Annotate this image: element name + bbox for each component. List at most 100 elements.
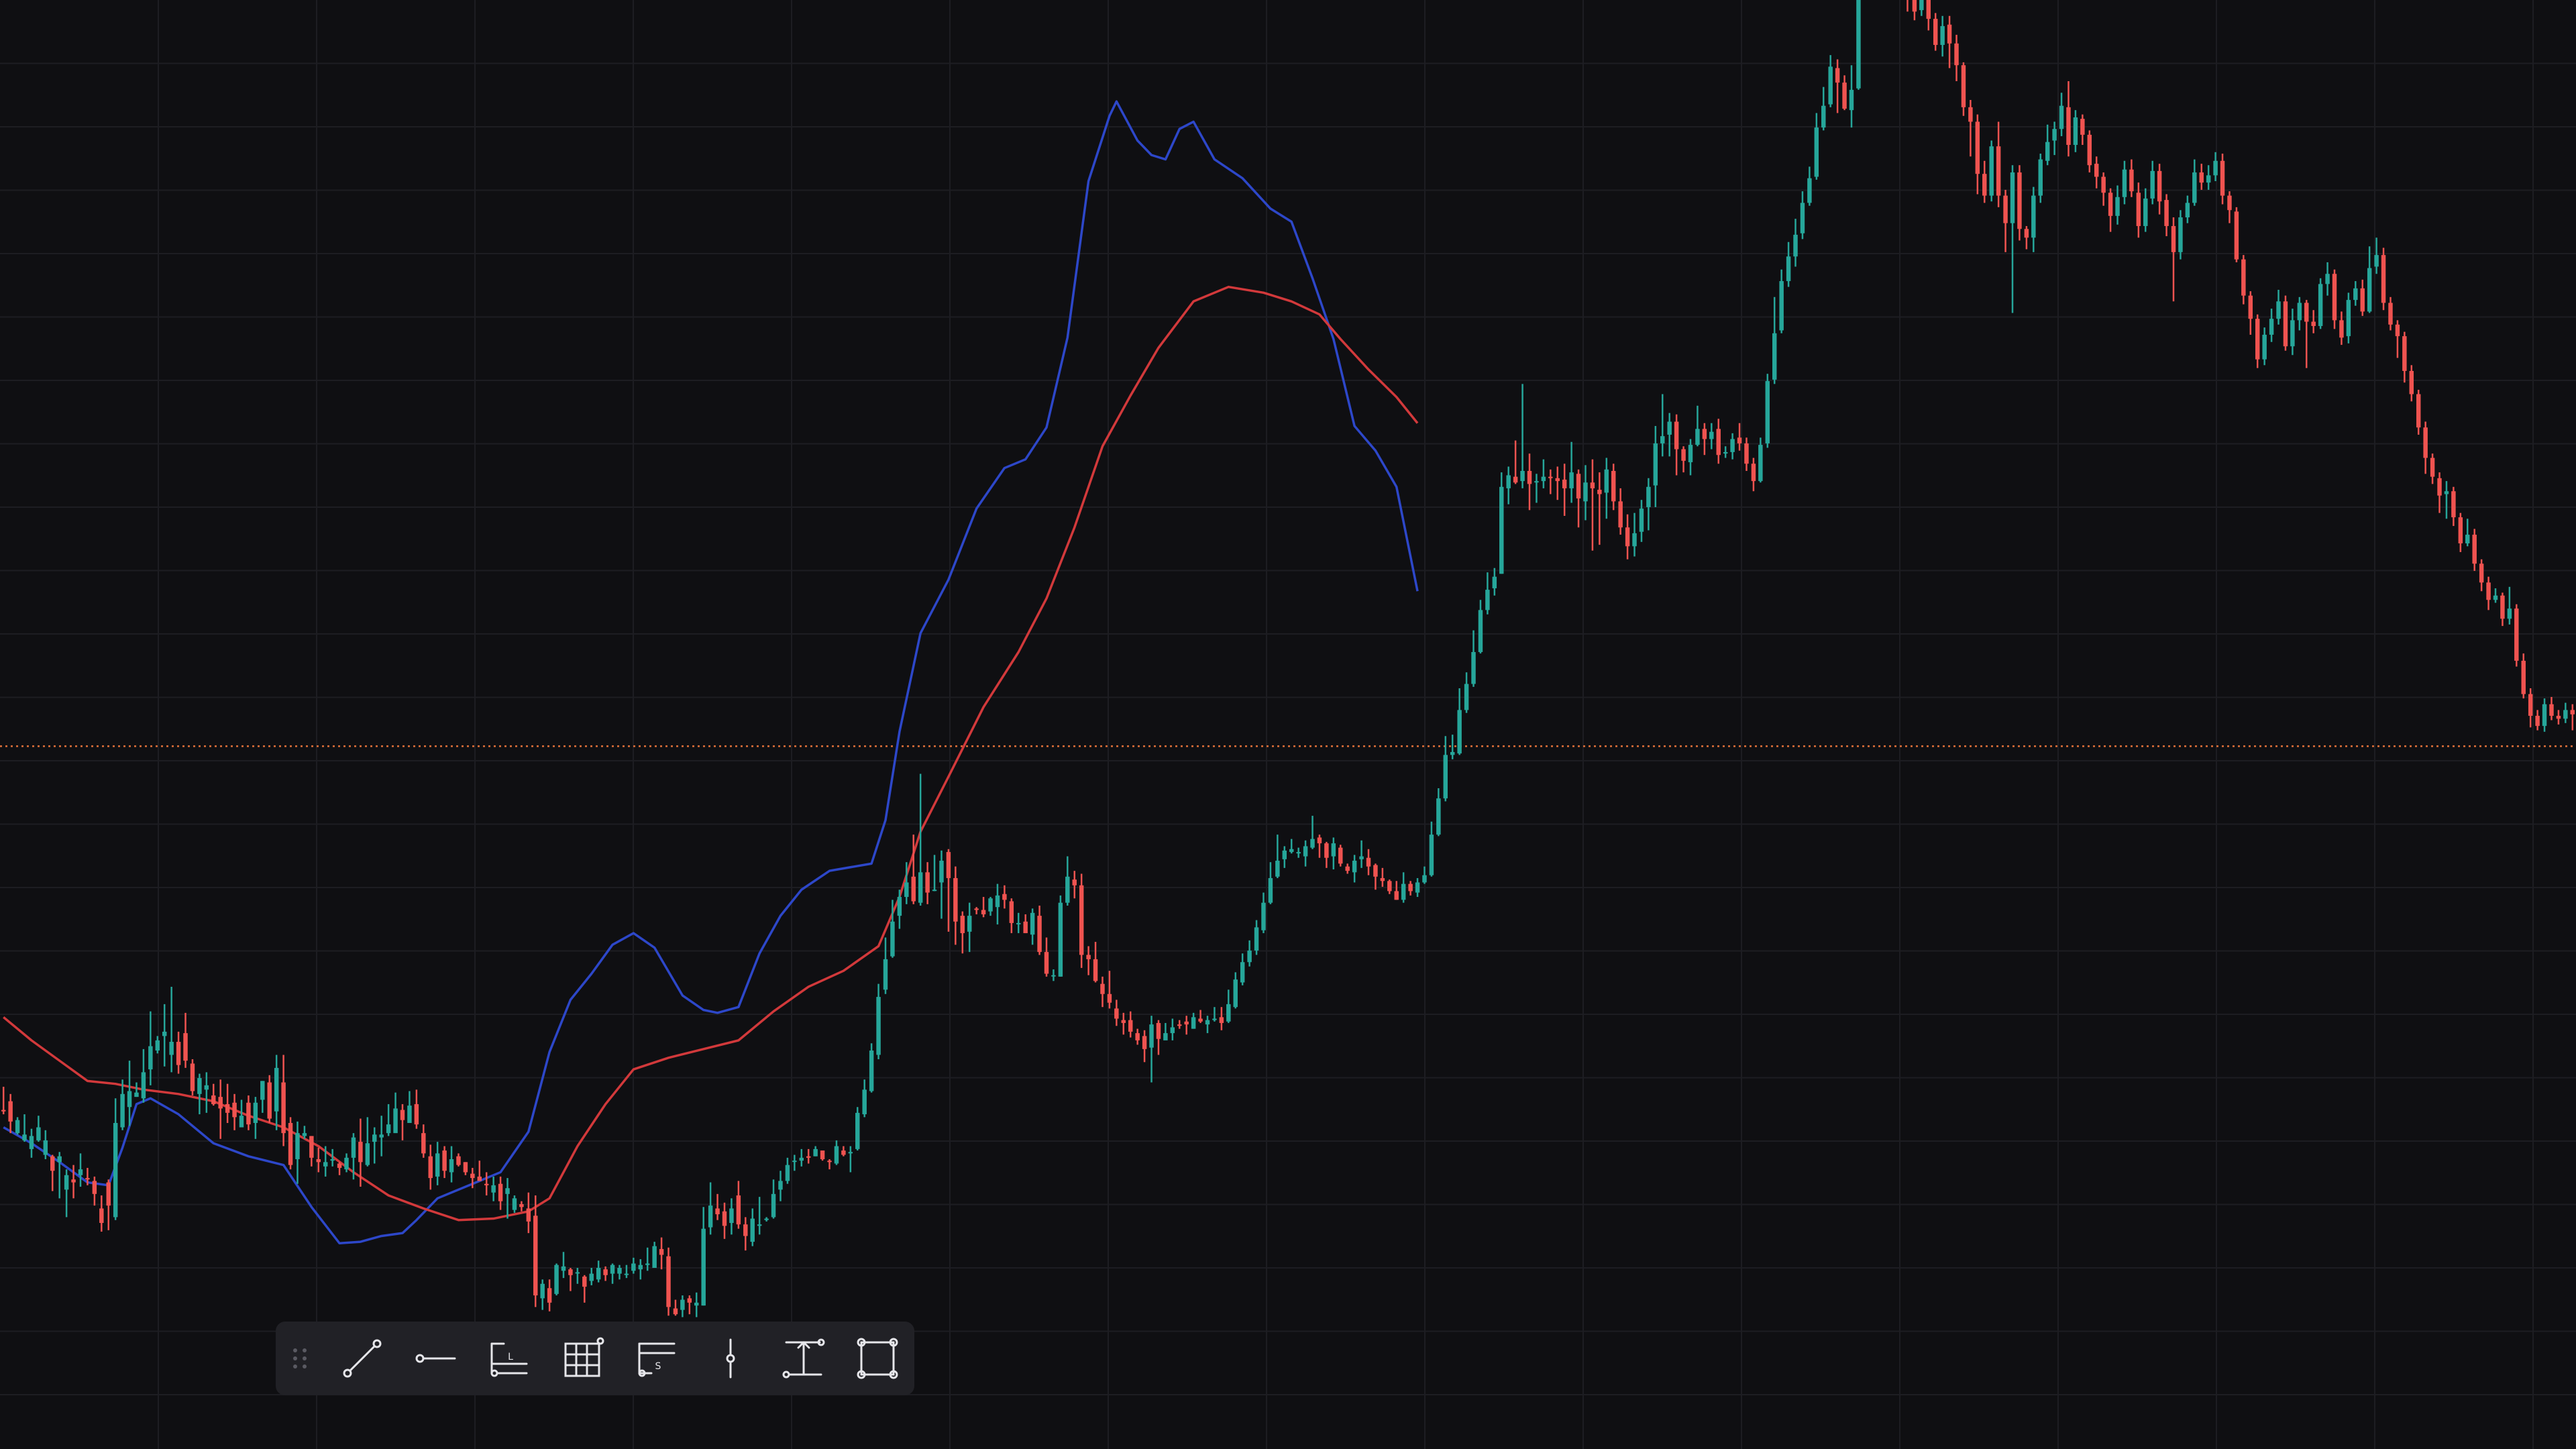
candle-body — [988, 898, 993, 912]
candle — [330, 1148, 335, 1167]
candle — [1009, 898, 1014, 934]
short-position-tool-button[interactable]: S — [620, 1322, 694, 1395]
candle-body — [2108, 193, 2113, 216]
candle-body — [1366, 857, 1371, 867]
candle-body — [1240, 962, 1245, 983]
candle-body — [911, 876, 916, 902]
candle — [288, 1117, 293, 1170]
candle — [2283, 295, 2288, 351]
candle — [113, 1098, 118, 1220]
candle — [925, 862, 930, 904]
candle-body — [890, 921, 895, 957]
candle-body — [2087, 134, 2092, 166]
candle — [2178, 210, 2183, 260]
candle — [1289, 839, 1294, 854]
candle — [2115, 185, 2120, 225]
candle-body — [246, 1102, 251, 1125]
candle — [1422, 866, 1427, 884]
candle — [1380, 867, 1385, 887]
candle-body — [2472, 535, 2477, 564]
trend-line-tool-button[interactable] — [325, 1322, 399, 1395]
candle — [1625, 514, 1630, 559]
long-position-tool-button[interactable]: L — [472, 1322, 546, 1395]
candle-body — [2570, 710, 2575, 714]
horizontal-ray-tool-button[interactable] — [399, 1322, 473, 1395]
candle-body — [2164, 200, 2169, 226]
candle — [393, 1092, 398, 1134]
rectangle-tool-button[interactable] — [841, 1322, 914, 1395]
candle-body — [575, 1272, 580, 1274]
candle — [386, 1104, 391, 1136]
candle — [477, 1161, 482, 1181]
candle — [2430, 453, 2435, 484]
candle-body — [2514, 608, 2519, 661]
candle-body — [267, 1082, 272, 1119]
candle-body — [1121, 1020, 1126, 1023]
candle — [1114, 1000, 1119, 1026]
candle-body — [1156, 1022, 1161, 1039]
candle — [540, 1279, 545, 1310]
price-range-icon — [782, 1338, 825, 1379]
candle-body — [1597, 490, 1602, 494]
candle-body — [253, 1102, 258, 1123]
candle — [764, 1217, 769, 1222]
candle-body — [1912, 0, 1917, 12]
candle — [2129, 159, 2134, 197]
candle — [960, 911, 965, 954]
candle — [2318, 278, 2323, 329]
candle — [1660, 394, 1665, 457]
candle-body — [750, 1218, 755, 1242]
candle — [1002, 885, 1007, 909]
candle — [778, 1171, 783, 1201]
candle-body — [1772, 333, 1777, 380]
candle — [183, 1012, 188, 1068]
candle — [1086, 946, 1091, 975]
candle-body — [85, 1178, 90, 1180]
candle-body — [974, 908, 979, 910]
candle-body — [2388, 303, 2393, 325]
candle — [715, 1193, 720, 1220]
candle — [911, 835, 916, 904]
candle — [1527, 453, 1532, 511]
vertical-line-tool-button[interactable] — [694, 1322, 767, 1395]
candle-body — [274, 1067, 279, 1112]
candle — [134, 1082, 139, 1097]
candle-body — [1786, 256, 1791, 282]
candle — [1058, 895, 1063, 977]
candle — [1912, 0, 1917, 21]
long-position-icon: L — [490, 1342, 528, 1377]
price-range-tool-button[interactable] — [767, 1322, 841, 1395]
candle-body — [876, 997, 881, 1055]
candle — [414, 1089, 419, 1129]
candle — [526, 1192, 531, 1234]
candle-body — [1709, 431, 1714, 439]
candle — [750, 1208, 755, 1246]
candle-body — [1674, 421, 1679, 449]
candle — [554, 1263, 559, 1296]
candle-body — [1198, 1018, 1203, 1022]
grid-tool-button[interactable] — [546, 1322, 620, 1395]
candle-body — [2535, 716, 2540, 727]
candle-body — [2122, 169, 2127, 197]
candle-body — [631, 1263, 636, 1271]
candle — [1681, 446, 1686, 473]
candle — [631, 1257, 636, 1274]
candle — [2325, 262, 2330, 296]
candle — [862, 1079, 867, 1118]
candle-body — [1429, 835, 1434, 875]
candle-body — [2444, 491, 2449, 494]
candle-body — [2409, 370, 2414, 394]
candle-body — [2318, 284, 2323, 326]
candle — [2192, 159, 2197, 206]
candle — [519, 1201, 524, 1212]
candle-body — [127, 1091, 132, 1108]
candle — [309, 1136, 314, 1167]
candle-body — [162, 1031, 167, 1036]
candle — [771, 1179, 776, 1219]
candle-body — [1387, 881, 1392, 892]
candle — [365, 1117, 370, 1167]
drag-handle-icon[interactable] — [286, 1338, 313, 1379]
